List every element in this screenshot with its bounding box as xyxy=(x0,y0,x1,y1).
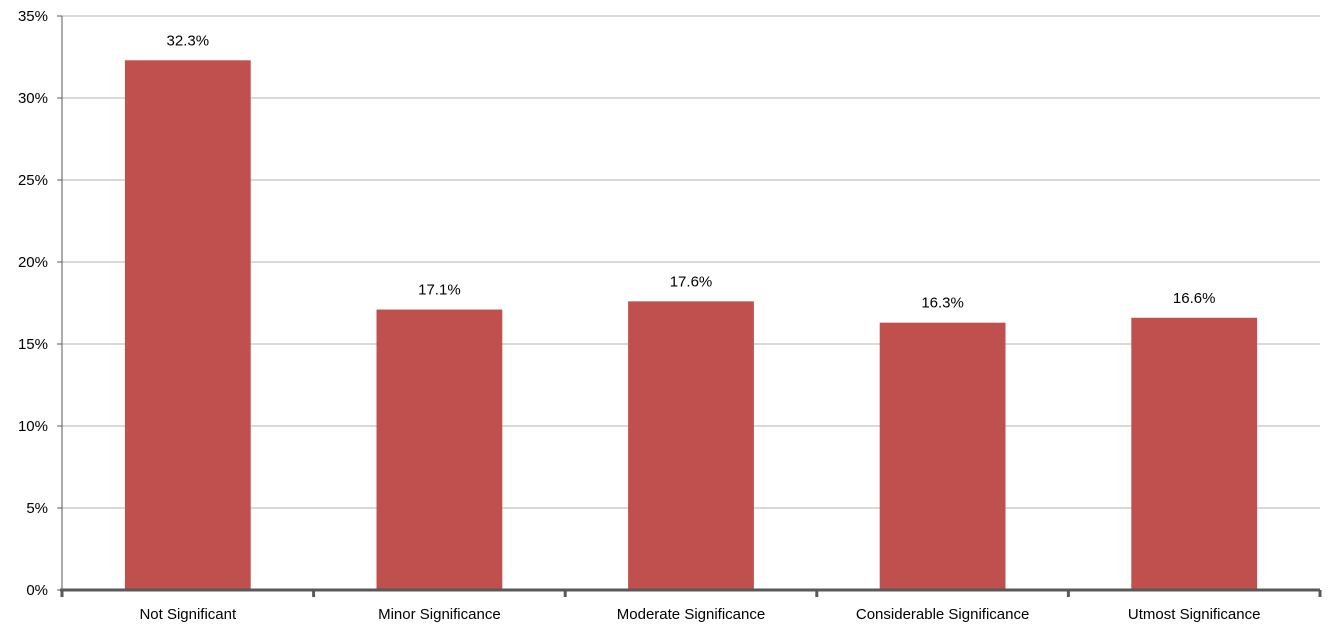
bar xyxy=(879,322,1006,590)
bar xyxy=(376,309,503,590)
y-tick-label: 0% xyxy=(26,582,48,599)
y-tick-label: 15% xyxy=(18,336,48,353)
data-label: 17.1% xyxy=(418,282,461,299)
bar xyxy=(628,301,754,590)
y-tick-label: 35% xyxy=(18,8,48,25)
y-tick-label: 30% xyxy=(18,90,48,107)
axes xyxy=(57,15,1322,597)
labels: 0% 5% 10% 15% 20% 25% 30% 35% 32.3% Not Significa… xyxy=(18,8,1261,623)
bars xyxy=(124,60,1258,590)
y-tick-label: 25% xyxy=(18,172,48,189)
data-label: 32.3% xyxy=(167,32,210,49)
bar xyxy=(124,60,251,590)
y-tick-label: 5% xyxy=(26,500,48,517)
x-category-label: Utmost Significance xyxy=(1128,606,1261,623)
bar xyxy=(1131,317,1258,590)
x-category-label: Not Significant xyxy=(139,606,237,623)
y-tick-label: 10% xyxy=(18,418,48,435)
x-category-label: Considerable Significance xyxy=(856,606,1029,623)
x-category-label: Minor Significance xyxy=(378,606,501,623)
x-category-label: Moderate Significance xyxy=(617,606,765,623)
y-tick-label: 20% xyxy=(18,254,48,271)
data-label: 17.6% xyxy=(670,273,713,290)
data-label: 16.3% xyxy=(921,295,964,312)
data-label: 16.6% xyxy=(1173,290,1216,307)
